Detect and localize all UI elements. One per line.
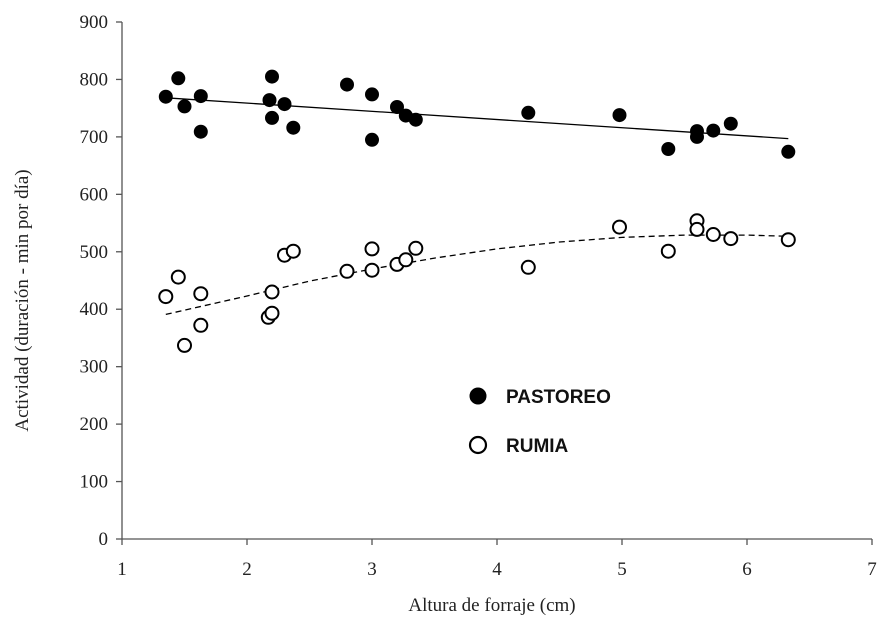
point-pastoreo <box>277 97 292 112</box>
point-rumia <box>398 252 414 268</box>
x-tick-label: 1 <box>117 559 127 580</box>
data-points <box>158 69 796 353</box>
y-tick-label: 800 <box>80 69 109 90</box>
point-pastoreo <box>612 108 627 123</box>
point-pastoreo <box>706 123 721 138</box>
point-pastoreo <box>690 129 704 144</box>
point-pastoreo <box>265 69 279 84</box>
point-rumia <box>408 240 424 256</box>
x-tick-label: 3 <box>367 559 377 580</box>
point-rumia <box>285 243 301 259</box>
y-tick-label: 400 <box>80 299 109 320</box>
point-pastoreo <box>781 144 796 159</box>
point-rumia <box>177 337 192 353</box>
point-pastoreo <box>193 89 208 104</box>
point-rumia <box>193 317 209 333</box>
trendline-rumia <box>165 234 789 316</box>
y-tick-label: 200 <box>80 414 109 435</box>
legend-marker-pastoreo <box>469 387 487 405</box>
x-axis-title: Altura de forraje (cm) <box>408 595 575 616</box>
legend: PASTOREO RUMIA <box>468 387 611 457</box>
legend-marker-rumia <box>468 435 488 455</box>
point-rumia <box>339 263 355 279</box>
point-pastoreo <box>265 110 279 125</box>
point-pastoreo <box>661 142 676 156</box>
point-rumia <box>264 284 280 300</box>
y-tick-label: 600 <box>80 184 109 205</box>
point-rumia <box>364 241 380 257</box>
y-tick-label: 500 <box>80 242 109 263</box>
point-rumia <box>364 262 380 278</box>
point-rumia <box>193 286 209 302</box>
point-rumia <box>780 232 796 248</box>
point-rumia <box>660 243 676 259</box>
point-pastoreo <box>286 120 301 135</box>
point-rumia <box>158 289 174 305</box>
point-pastoreo <box>158 89 173 104</box>
point-rumia <box>170 269 186 285</box>
point-pastoreo <box>365 132 379 147</box>
x-tick-label: 5 <box>617 559 627 580</box>
point-pastoreo <box>171 71 186 86</box>
y-tick-label: 900 <box>80 12 109 33</box>
y-tick-label: 100 <box>80 472 109 493</box>
point-rumia <box>689 221 705 237</box>
point-pastoreo <box>177 99 192 114</box>
axes: 0 100 200 300 400 500 600 700 800 900 1 2 3 4 5 6 7 <box>80 12 877 580</box>
point-pastoreo <box>408 112 423 127</box>
y-tick-label: 300 <box>80 357 109 378</box>
point-pastoreo <box>390 100 404 114</box>
point-pastoreo <box>193 124 208 139</box>
y-tick-label: 0 <box>99 529 109 550</box>
point-pastoreo <box>340 77 354 92</box>
point-rumia <box>520 259 536 275</box>
point-rumia <box>723 231 739 247</box>
y-tick-label: 700 <box>80 127 109 148</box>
legend-label-pastoreo: PASTOREO <box>506 387 611 408</box>
legend-label-rumia: RUMIA <box>506 436 569 457</box>
x-tick-label: 2 <box>242 559 252 580</box>
point-rumia <box>612 219 627 235</box>
x-tick-label: 4 <box>492 559 502 580</box>
y-axis-title: Actividad (duración - min por día) <box>12 169 33 431</box>
point-pastoreo <box>365 87 379 102</box>
point-rumia <box>705 227 721 242</box>
x-tick-label: 6 <box>742 559 752 580</box>
x-tick-label: 7 <box>867 559 877 580</box>
point-rumia <box>264 305 280 321</box>
point-pastoreo <box>723 116 738 131</box>
point-pastoreo <box>521 105 536 120</box>
point-pastoreo <box>262 93 277 108</box>
